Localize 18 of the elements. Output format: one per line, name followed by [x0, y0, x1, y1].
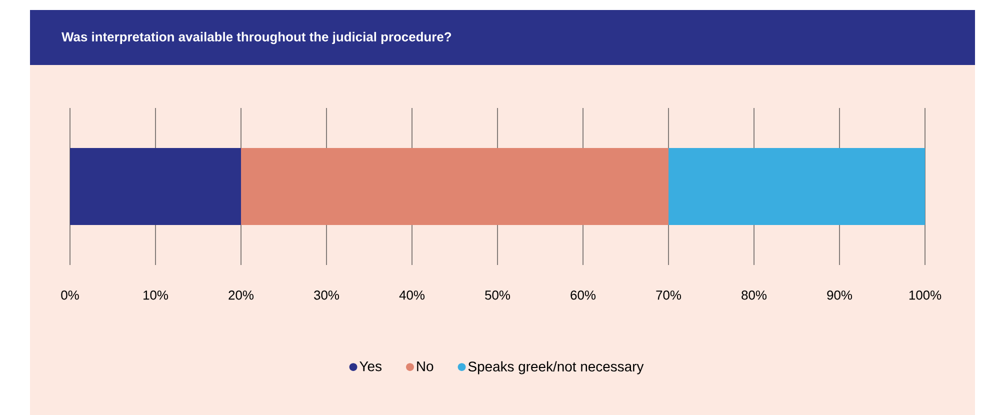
bar — [70, 148, 242, 226]
legend-label: No — [417, 362, 434, 372]
x-tick-label: 10% — [144, 290, 168, 300]
x-tick-label: 50% — [485, 290, 510, 300]
bar — [668, 148, 926, 226]
x-tick-label: 90% — [827, 290, 852, 300]
legend-label: Yes — [360, 362, 382, 372]
x-tick-label: 60% — [570, 290, 596, 300]
x-tick-label: 30% — [314, 290, 340, 300]
bar — [241, 148, 669, 226]
x-tick-label: 40% — [399, 290, 425, 300]
x-tick-label: 20% — [228, 290, 254, 300]
legend-label: Speaks greek/not necessary — [468, 361, 644, 374]
x-tick-label: 70% — [656, 290, 682, 300]
x-tick-label: 0% — [61, 290, 79, 300]
x-tick-label: 80% — [742, 290, 767, 300]
chart-title: Was interpretation available throughout the judicial procedure? — [62, 32, 452, 44]
x-tick-label: 100% — [909, 290, 942, 300]
